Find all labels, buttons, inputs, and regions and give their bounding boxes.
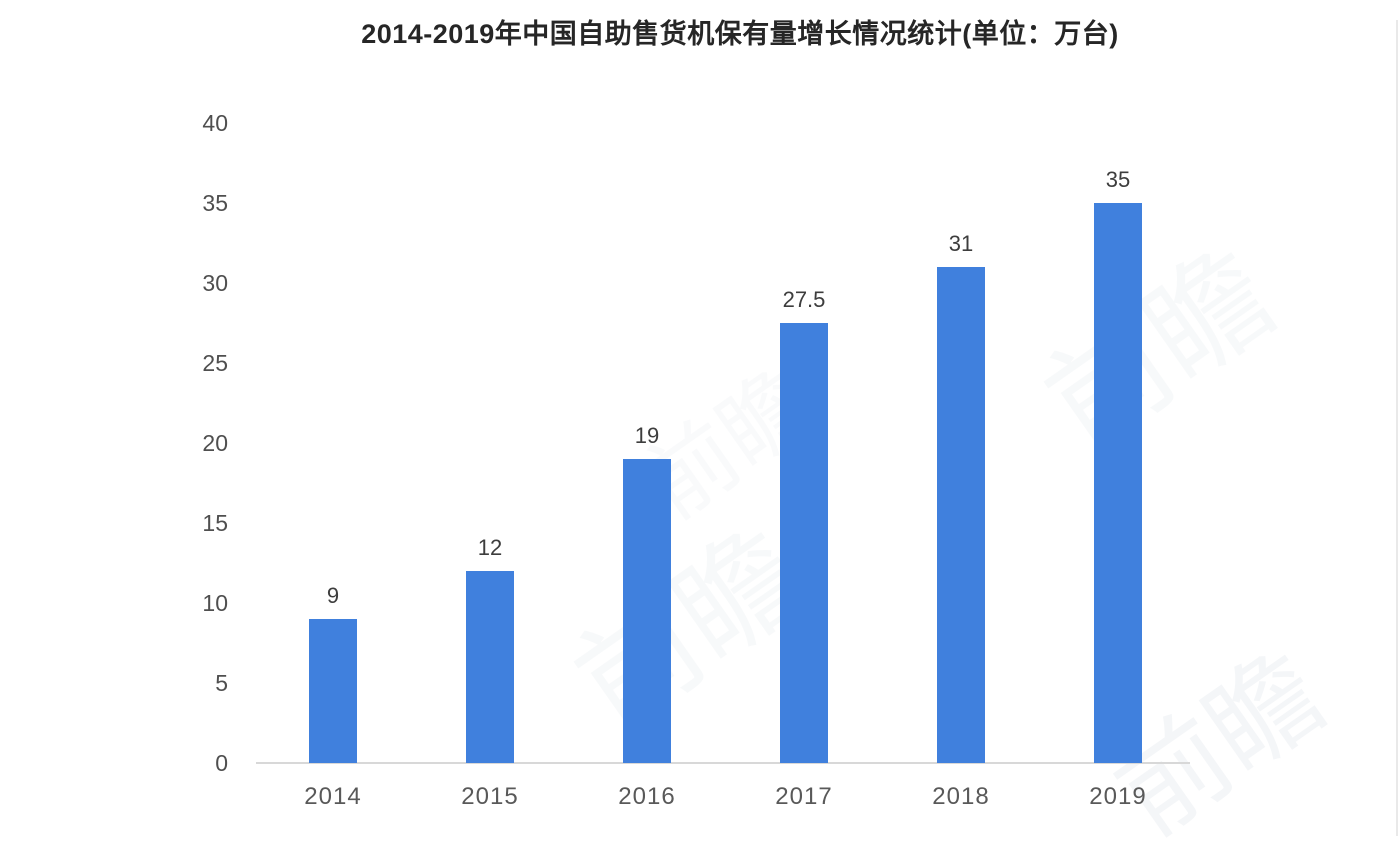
x-axis-tick-label: 2019: [1089, 783, 1147, 810]
y-axis-tick-label: 30: [202, 270, 228, 296]
bar-value-label: 31: [948, 231, 974, 256]
x-axis-tick-label: 2015: [461, 783, 519, 810]
x-axis-tick-label: 2016: [618, 783, 676, 810]
y-axis-tick-label: 5: [215, 670, 228, 696]
plot-area: 0 5 10 15 20 25 30 35 40 9 2014 12 2015 19 2016 27.5 20…: [202, 110, 1190, 810]
bar-value-label: 9: [326, 583, 340, 608]
right-edge-line: [1396, 20, 1398, 836]
y-axis-tick-label: 10: [202, 590, 228, 616]
bar-value-label: 12: [477, 535, 503, 560]
y-axis-tick-label: 20: [202, 430, 228, 456]
y-axis-tick-label: 15: [202, 510, 228, 536]
bar: [466, 571, 514, 763]
x-axis-line: [256, 762, 1190, 764]
bar-value-label: 35: [1105, 167, 1131, 192]
x-axis-tick-label: 2018: [932, 783, 990, 810]
bar-value-label: 27.5: [782, 287, 826, 312]
y-axis-tick-label: 25: [202, 350, 228, 376]
bar: [309, 619, 357, 763]
bar: [1094, 203, 1142, 763]
bar: [780, 323, 828, 763]
chart-page: 2014-2019年中国自助售货机保有量增长情况统计(单位：万台) 前瞻 前瞻 …: [202, 19, 1398, 858]
y-axis-tick-label: 40: [202, 110, 228, 136]
x-axis-tick-label: 2014: [304, 783, 362, 810]
y-axis-tick-label: 0: [215, 750, 228, 776]
chart-title: 2014-2019年中国自助售货机保有量增长情况统计(单位：万台): [361, 19, 1119, 49]
x-axis-tick-label: 2017: [775, 783, 833, 810]
bar: [937, 267, 985, 763]
y-axis-tick-label: 35: [202, 190, 228, 216]
bar-value-label: 19: [634, 423, 660, 448]
bar: [623, 459, 671, 763]
